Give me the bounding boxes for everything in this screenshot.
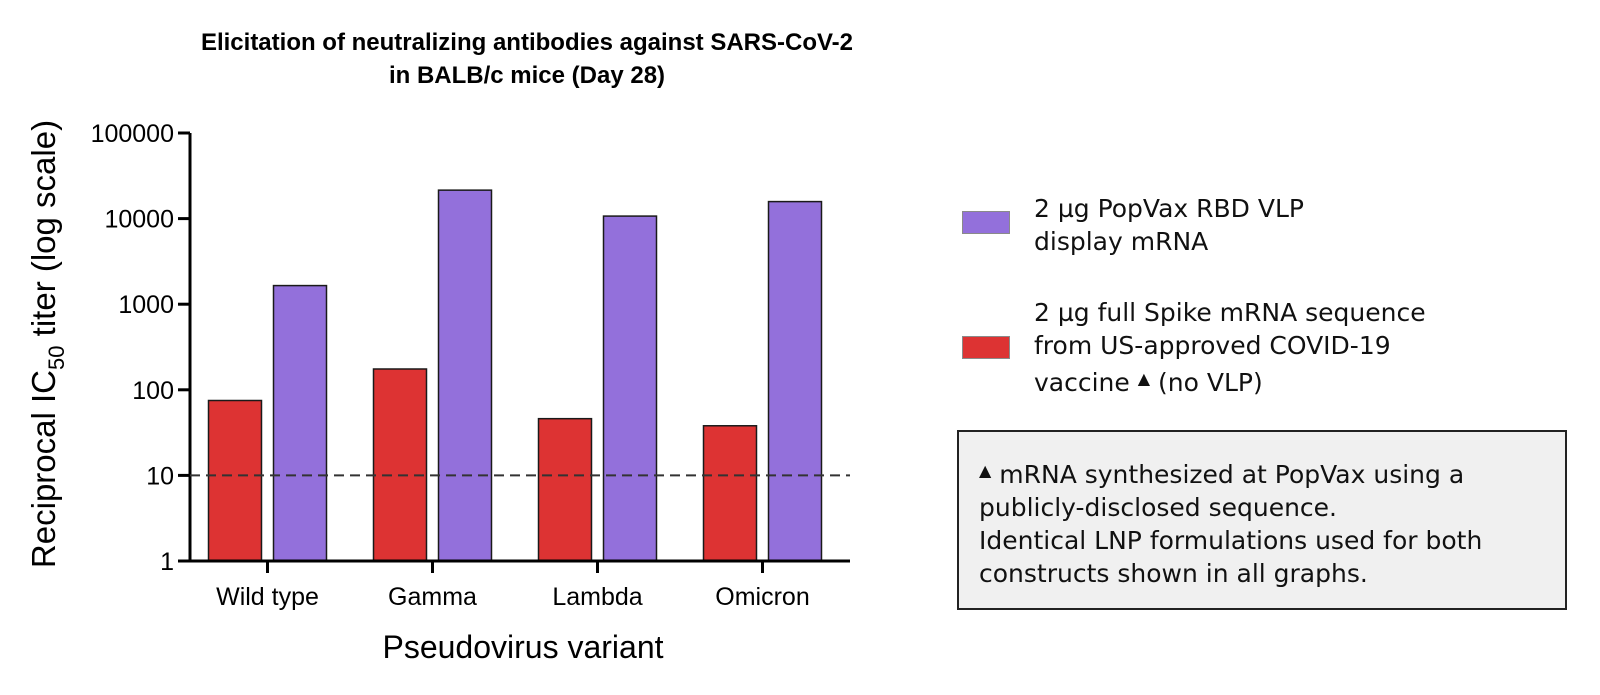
x-tick-label: Lambda [552,583,642,611]
y-axis-label: Reciprocal IC50 titer (log scale) [25,120,69,568]
x-axis-label: Pseudovirus variant [382,629,663,665]
y-tick-label: 100000 [91,120,174,148]
legend-text: (no VLP) [1158,368,1263,397]
y-tick-label: 100 [132,377,174,405]
triangle-marker-icon: ▲ [1137,369,1151,388]
bar-spike-omicron [702,425,758,562]
y-tick-label: 10 [146,462,174,490]
footnote-line: Identical LNP formulations used for both [979,526,1483,555]
bar-spike-gamma [372,368,428,562]
legend-swatch-popvax [962,211,1010,234]
legend-text: 2 µg PopVax RBD VLP [1034,194,1304,223]
y-tick-label: 10000 [104,206,174,234]
bar-popvax-lambda [602,215,658,562]
footnote-line: constructs shown in all graphs. [979,559,1368,588]
bar-chart: Elicitation of neutralizing antibodies a… [25,29,853,665]
bar-popvax-wild-type [272,284,328,562]
bar-spike-lambda [537,417,593,562]
svg-text:Reciprocal IC50 titer (log sca: Reciprocal IC50 titer (log scale) [25,120,69,568]
y-tick-label: 1 [160,548,174,576]
footnote-line: publicly-disclosed sequence. [979,493,1338,522]
legend-swatch-spike [962,336,1010,359]
bar-spike-wild-type [207,399,263,562]
triangle-marker-icon: ▲ [979,461,992,480]
bar-popvax-gamma [437,189,493,562]
x-tick-label: Wild type [216,583,319,611]
legend-text: 2 µg full Spike mRNA sequence [1034,298,1426,327]
legend-text: display mRNA [1034,227,1209,256]
chart-title-line-1: Elicitation of neutralizing antibodies a… [201,29,853,56]
legend-text: vaccine [1034,368,1130,397]
footnote-line: mRNA synthesized at PopVax using a [999,460,1465,489]
x-tick-label: Omicron [715,583,809,611]
chart-title-line-2: in BALB/c mice (Day 28) [389,62,665,89]
x-tick-label: Gamma [388,583,477,611]
footnote-box: ▲ mRNA synthesized at PopVax using a pub… [957,430,1567,610]
legend-text: from US-approved COVID-19 [1034,331,1391,360]
y-tick-label: 1000 [118,291,174,319]
bar-popvax-omicron [767,200,823,562]
